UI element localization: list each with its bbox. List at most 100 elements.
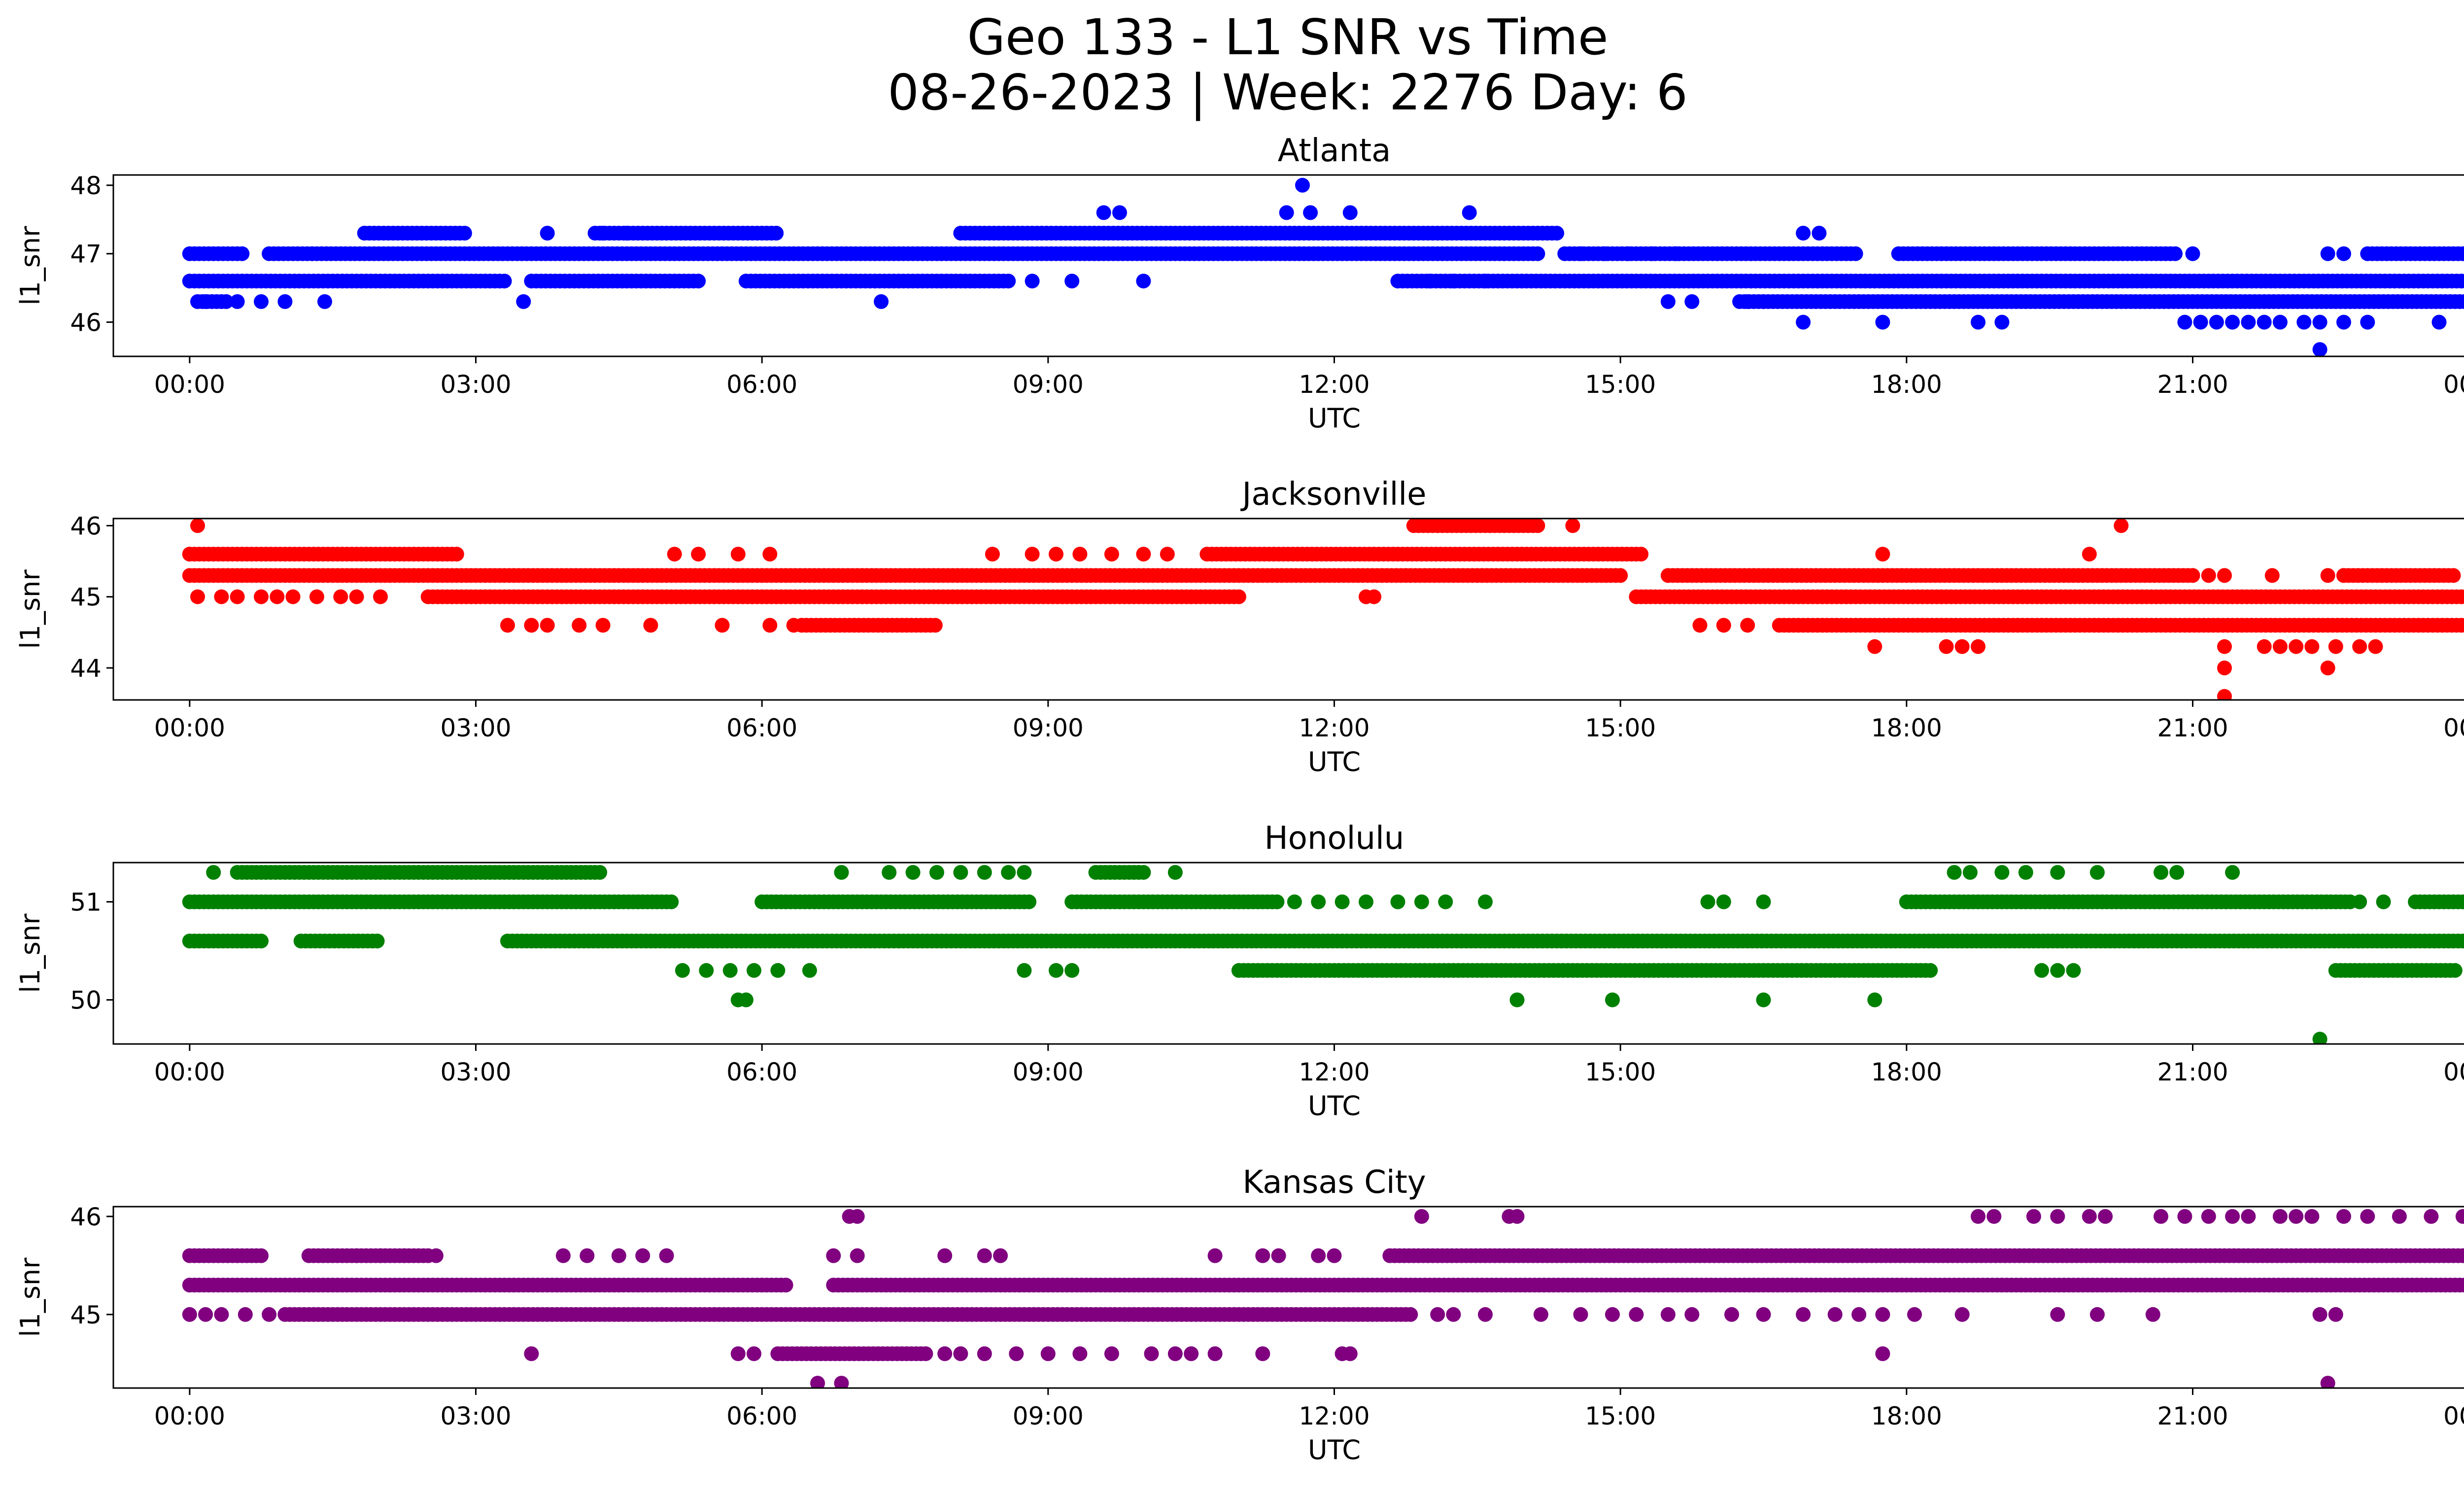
data-point: [2460, 1249, 2464, 1262]
data-point: [2168, 246, 2183, 261]
data-point: [1311, 894, 1326, 909]
data-point: [580, 1248, 595, 1263]
data-point: [2185, 568, 2200, 583]
data-point: [2289, 639, 2304, 654]
data-point: [2459, 590, 2464, 604]
data-point: [1335, 894, 1350, 909]
x-tick-label: 00:00: [154, 1402, 225, 1430]
data-point: [1040, 1346, 1056, 1361]
data-point: [918, 1346, 933, 1361]
data-point: [2336, 246, 2351, 261]
data-point: [2312, 1307, 2327, 1322]
data-point: [1269, 894, 1285, 909]
data-point: [1160, 547, 1175, 562]
data-point: [1231, 589, 1246, 604]
x-tick-label: 18:00: [1871, 714, 1942, 742]
data-point: [1017, 865, 1032, 880]
data-point: [373, 1248, 388, 1263]
y-tick-label: 47: [70, 240, 102, 269]
data-point: [1851, 1307, 1867, 1322]
data-point: [595, 226, 611, 241]
data-point: [2257, 639, 2272, 654]
data-point: [1947, 865, 1962, 880]
data-point: [2272, 1209, 2288, 1224]
subplot-title: Jacksonville: [1240, 476, 1427, 513]
axes-frame: [112, 174, 2464, 357]
data-point: [993, 1248, 1008, 1263]
data-point: [2459, 274, 2464, 288]
data-point: [1533, 1307, 1548, 1322]
data-point: [810, 1376, 825, 1388]
x-axis-label: UTC: [1308, 746, 1361, 777]
data-point: [1613, 568, 1628, 583]
data-point: [786, 618, 801, 633]
data-point: [2050, 963, 2065, 978]
data-point: [659, 1248, 674, 1263]
x-axis-label: UTC: [1308, 1434, 1361, 1465]
x-tick-label: 06:00: [726, 1058, 797, 1086]
data-point: [516, 294, 531, 309]
data-point: [1414, 1209, 1429, 1224]
data-point: [1994, 314, 2010, 330]
data-point: [834, 1376, 849, 1388]
x-tick-label: 06:00: [726, 370, 797, 399]
data-point: [802, 963, 817, 978]
data-point: [2201, 568, 2216, 583]
data-point: [1573, 246, 1588, 261]
data-point: [1414, 894, 1429, 909]
data-point: [730, 1346, 746, 1361]
data-point: [1096, 205, 1111, 220]
data-point: [2320, 1376, 2335, 1388]
data-point: [2460, 895, 2464, 908]
data-point: [738, 992, 753, 1008]
data-point: [1971, 314, 1985, 330]
data-point: [1207, 1248, 1223, 1263]
data-point: [2392, 1209, 2407, 1224]
data-point: [2289, 1209, 2304, 1224]
data-point: [1049, 547, 1063, 562]
data-point: [1530, 519, 1545, 533]
data-point: [1684, 294, 1700, 309]
data-point: [905, 865, 921, 880]
data-point: [2460, 935, 2464, 948]
x-tick-label: 18:00: [1871, 370, 1942, 399]
y-tick-label: 46: [70, 1203, 102, 1231]
data-point: [2320, 661, 2335, 676]
data-point: [333, 589, 348, 604]
data-point: [691, 547, 706, 562]
scatter-series: [182, 177, 2464, 356]
subplot-title: Kansas City: [1242, 1164, 1426, 1201]
data-point: [2034, 963, 2049, 978]
data-point: [1327, 1248, 1342, 1263]
data-point: [1740, 294, 1755, 309]
data-point: [2225, 865, 2240, 880]
subplot-title: Atlanta: [1278, 133, 1391, 169]
data-point: [397, 1248, 412, 1263]
x-tick-label: 12:00: [1299, 1058, 1369, 1086]
y-tick-label: 44: [70, 654, 102, 683]
x-tick-label: 03:00: [440, 714, 511, 742]
data-point: [1875, 547, 1890, 562]
data-point: [1271, 1248, 1286, 1263]
data-point: [2455, 1209, 2464, 1224]
data-point: [2460, 247, 2464, 260]
data-point: [254, 1248, 269, 1263]
x-tick-label: 09:00: [1013, 1058, 1084, 1086]
data-point: [1716, 618, 1731, 633]
data-point: [635, 1248, 650, 1263]
data-point: [2241, 314, 2256, 330]
data-point: [1875, 1307, 1890, 1322]
x-tick-label: 21:00: [2157, 714, 2228, 742]
data-point: [2082, 1209, 2097, 1224]
data-point: [270, 589, 285, 604]
data-point: [1255, 1346, 1270, 1361]
data-point: [2217, 689, 2232, 700]
data-point: [592, 865, 608, 880]
data-point: [953, 1346, 968, 1361]
axes-frame: [112, 518, 2464, 701]
data-point: [254, 589, 269, 604]
data-point: [2320, 568, 2335, 583]
y-tick-label: 50: [70, 986, 102, 1014]
data-point: [2462, 1280, 2464, 1290]
data-point: [2169, 865, 2185, 880]
